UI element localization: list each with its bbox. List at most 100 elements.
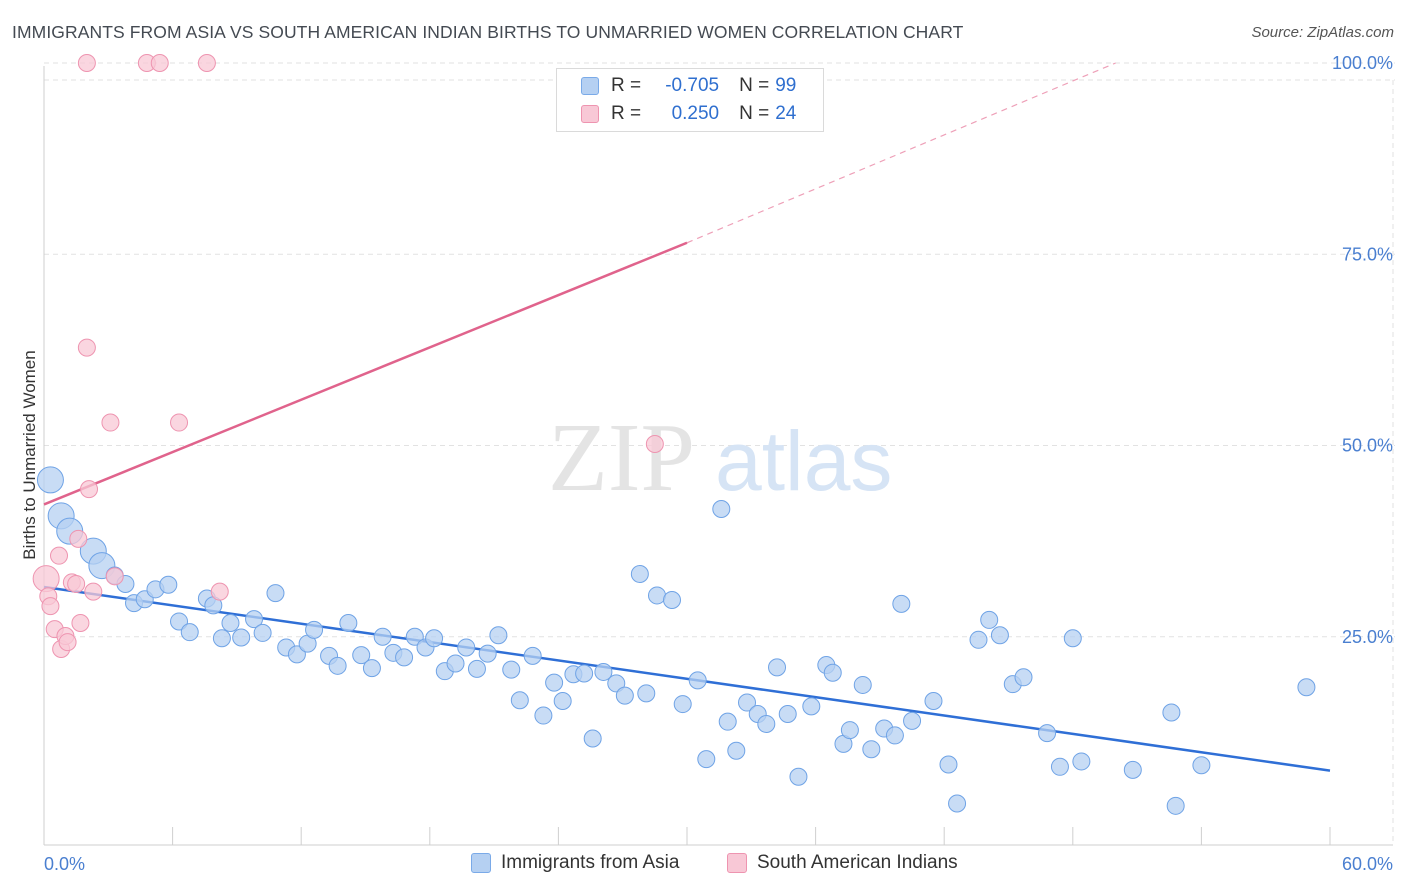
asia-point <box>802 697 821 716</box>
asia-trend-line <box>43 585 1331 772</box>
asia-point <box>339 613 358 632</box>
asia-point <box>575 664 594 683</box>
asia-point <box>823 663 842 682</box>
asia-point <box>738 693 757 712</box>
series-legend: Immigrants from Asia South American Indi… <box>0 852 1406 878</box>
legend-n-label: N = <box>739 75 770 96</box>
south-american-trend-line <box>43 241 688 506</box>
asia-point <box>885 726 904 745</box>
asia-point <box>939 755 958 774</box>
legend-n-label: N = <box>739 103 770 124</box>
asia-point <box>727 741 746 760</box>
asia-point <box>266 584 285 603</box>
south-american-point <box>210 582 229 601</box>
asia-point <box>457 638 476 657</box>
asia-point <box>647 586 666 605</box>
y-tick-label: 100.0% <box>1332 53 1393 73</box>
asia-point <box>1072 752 1091 771</box>
south-american-point <box>105 567 124 586</box>
south-american-point <box>41 597 60 616</box>
legend-swatch-asia <box>581 77 599 95</box>
asia-point <box>594 662 613 681</box>
asia-point <box>446 654 465 673</box>
legend-r-label: R = <box>611 75 642 96</box>
asia-point <box>502 660 521 679</box>
series-legend-label: Immigrants from Asia <box>501 852 680 873</box>
south-american-point <box>71 613 90 632</box>
legend-swatch-south-american <box>581 105 599 123</box>
y-tick-label: 75.0% <box>1342 244 1393 264</box>
asia-point <box>630 565 649 584</box>
south-american-point <box>80 480 99 499</box>
x-tick-label: 60.0% <box>1342 854 1393 874</box>
south-american-point <box>67 574 86 593</box>
south-american-point <box>58 633 77 652</box>
asia-point <box>1063 629 1082 648</box>
x-tick-label: 0.0% <box>44 854 85 874</box>
asia-point <box>840 721 859 740</box>
legend-r-value: 0.250 <box>671 103 720 124</box>
south-american-point <box>101 413 120 432</box>
asia-point <box>545 673 564 692</box>
south-american-point <box>50 546 69 565</box>
asia-point <box>778 705 797 724</box>
asia-point <box>510 691 529 710</box>
asia-point <box>903 711 922 730</box>
asia-point <box>607 674 626 693</box>
series-swatch-asia <box>471 853 491 873</box>
asia-point <box>673 695 692 714</box>
asia-point <box>980 610 999 629</box>
asia-point <box>712 499 731 518</box>
asia-point <box>253 623 272 642</box>
asia-point <box>221 613 240 632</box>
asia-point <box>523 646 542 665</box>
legend-n-value: 99 <box>775 75 797 96</box>
correlation-legend: R = -0.705 N = 99 R = 0.250 N = 24 <box>556 68 824 132</box>
series-legend-label: South American Indians <box>757 852 958 873</box>
asia-point <box>718 712 737 731</box>
y-tick-label: 50.0% <box>1342 436 1393 456</box>
asia-point <box>697 750 716 769</box>
asia-point <box>757 714 776 733</box>
south-american-point <box>645 434 664 453</box>
asia-point <box>1192 756 1211 775</box>
asia-point <box>36 466 64 494</box>
asia-point <box>478 644 497 663</box>
asia-point <box>862 740 881 759</box>
asia-point <box>245 610 264 629</box>
legend-row-south-american: R = 0.250 N = 24 <box>581 102 796 126</box>
asia-point <box>328 656 347 675</box>
asia-point <box>1166 796 1185 815</box>
axis-labels: 100.0% 75.0% 50.0% 25.0% 0.0% 60.0% <box>44 53 1393 874</box>
asia-point <box>1162 703 1181 722</box>
axes <box>43 66 1393 846</box>
asia-point <box>892 594 911 613</box>
south-american-point <box>84 582 103 601</box>
asia-point <box>352 646 371 665</box>
asia-point <box>948 794 967 813</box>
south-american-point <box>69 529 88 548</box>
source-label: Source: ZipAtlas.com <box>1251 24 1394 41</box>
asia-point <box>768 658 787 677</box>
legend-n-value: 24 <box>775 103 797 124</box>
asia-point <box>1297 678 1316 697</box>
asia-point <box>425 629 444 648</box>
south-american-point <box>150 54 169 72</box>
asia-point <box>305 620 324 639</box>
asia-point <box>1038 724 1057 743</box>
asia-point <box>489 626 508 645</box>
asia-point <box>615 686 634 705</box>
asia-point <box>924 692 943 711</box>
asia-point <box>1050 757 1069 776</box>
asia-point <box>990 626 1009 645</box>
series-legend-south-american[interactable]: South American Indians <box>727 852 958 874</box>
south-american-point <box>77 54 96 72</box>
legend-r-value: -0.705 <box>665 75 720 96</box>
series-legend-asia[interactable]: Immigrants from Asia <box>471 852 679 874</box>
asia-point <box>287 645 306 664</box>
asia-point <box>534 706 553 725</box>
south-american-point <box>77 338 96 357</box>
asia-point <box>232 628 251 647</box>
legend-row-asia: R = -0.705 N = 99 <box>581 74 796 98</box>
